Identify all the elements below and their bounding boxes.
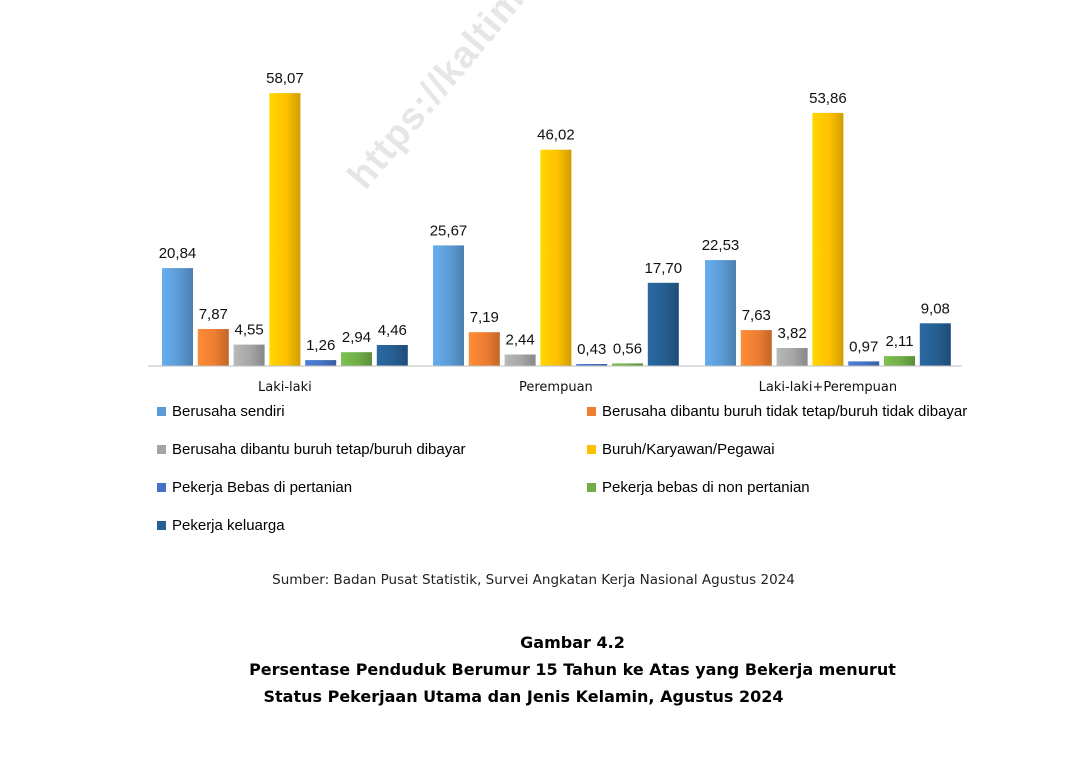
legend-swatch — [157, 521, 166, 530]
bar-2-series-5 — [576, 364, 608, 366]
bar-3-series-6 — [884, 356, 915, 366]
bar-1-series-5 — [305, 360, 337, 366]
bar-3-series-4 — [812, 112, 844, 367]
data-label-1-series-7: 4,46 — [378, 322, 407, 339]
legend-label: Pekerja keluarga — [172, 517, 285, 534]
data-label-1-series-3: 4,55 — [234, 322, 263, 339]
bar-3-series-5 — [848, 361, 880, 366]
bar-2-series-7 — [647, 282, 679, 366]
figure-number: Gambar 4.2 — [520, 633, 625, 652]
bar-1-series-4 — [269, 93, 301, 366]
data-label-1-series-5: 1,26 — [306, 337, 335, 354]
category-label-1: Laki-laki — [258, 380, 312, 395]
legend-label: Berusaha dibantu buruh tetap/buruh dibay… — [172, 441, 466, 458]
legend-label: Pekerja Bebas di pertanian — [172, 479, 353, 496]
data-label-2-series-5: 0,43 — [577, 341, 606, 358]
data-label-2-series-1: 25,67 — [430, 222, 468, 239]
bar-1-series-7 — [376, 345, 408, 366]
data-label-2-series-7: 17,70 — [645, 260, 683, 277]
data-label-3-series-2: 7,63 — [742, 307, 771, 324]
legend-swatch — [587, 407, 596, 416]
legend-swatch — [157, 407, 166, 416]
data-labels-layer: 20,84 7,87 4,55 58,07 1,26 2,94 4,46 25,67 7,19 2… — [159, 70, 950, 358]
data-label-1-series-1: 20,84 — [159, 245, 197, 262]
data-label-3-series-4: 53,86 — [809, 90, 847, 107]
legend-item-6: Pekerja bebas di non pertanian — [587, 479, 810, 496]
bar-3-series-2 — [740, 330, 772, 366]
bar-2-series-3 — [504, 354, 536, 366]
figure-title-line-2: Status Pekerjaan Utama dan Jenis Kelamin… — [263, 687, 784, 706]
bar-1-series-2 — [197, 329, 229, 366]
bar-1-series-1 — [162, 268, 193, 366]
bar-1-series-6 — [341, 352, 372, 366]
bar-3-series-7 — [919, 323, 951, 366]
data-label-3-series-5: 0,97 — [849, 338, 878, 355]
bar-3-series-3 — [776, 348, 808, 366]
data-label-1-series-6: 2,94 — [342, 329, 371, 346]
legend-swatch — [587, 445, 596, 454]
figure-title-line-1: Persentase Penduduk Berumur 15 Tahun ke … — [249, 660, 896, 679]
data-label-3-series-7: 9,08 — [921, 300, 950, 317]
data-label-3-series-6: 2,11 — [885, 333, 913, 350]
bar-2-series-2 — [468, 332, 500, 366]
legend-item-7: Pekerja keluarga — [157, 517, 285, 534]
legend-swatch — [157, 445, 166, 454]
legend-item-1: Berusaha sendiri — [157, 403, 285, 420]
source-note: Sumber: Badan Pusat Statistik, Survei An… — [272, 572, 795, 588]
data-label-1-series-2: 7,87 — [199, 306, 228, 323]
legend-label: Buruh/Karyawan/Pegawai — [602, 441, 775, 458]
legend-label: Berusaha sendiri — [172, 403, 285, 420]
legend-swatch — [157, 483, 166, 492]
legend-item-4: Buruh/Karyawan/Pegawai — [587, 441, 775, 458]
bar-2-series-4 — [540, 149, 572, 366]
bar-chart: 20,84 7,87 4,55 58,07 1,26 2,94 4,46 25,67 7,19 2… — [148, 70, 962, 395]
bar-2-series-1 — [433, 245, 464, 366]
legend-item-5: Pekerja Bebas di pertanian — [157, 479, 352, 496]
data-label-3-series-1: 22,53 — [702, 237, 740, 254]
legend-label: Pekerja bebas di non pertanian — [602, 479, 810, 496]
bar-1-series-3 — [233, 344, 265, 366]
category-labels-layer: Laki-laki Perempuan Laki-laki+Perempuan — [258, 380, 897, 395]
legend-label: Berusaha dibantu buruh tidak tetap/buruh… — [602, 403, 968, 420]
data-label-2-series-4: 46,02 — [537, 127, 575, 144]
legend-item-2: Berusaha dibantu buruh tidak tetap/buruh… — [587, 403, 967, 420]
data-label-1-series-4: 58,07 — [266, 70, 304, 87]
data-label-2-series-6: 0,56 — [613, 340, 642, 357]
legend-item-3: Berusaha dibantu buruh tetap/buruh dibay… — [157, 441, 466, 458]
legend-swatch — [587, 483, 596, 492]
category-label-3: Laki-laki+Perempuan — [759, 380, 897, 395]
bars-layer — [162, 93, 951, 367]
data-label-2-series-2: 7,19 — [470, 309, 499, 326]
category-label-2: Perempuan — [519, 380, 593, 395]
data-label-2-series-3: 2,44 — [505, 332, 534, 349]
bar-3-series-1 — [705, 260, 736, 366]
data-label-3-series-3: 3,82 — [777, 325, 806, 342]
bar-2-series-6 — [612, 363, 643, 366]
